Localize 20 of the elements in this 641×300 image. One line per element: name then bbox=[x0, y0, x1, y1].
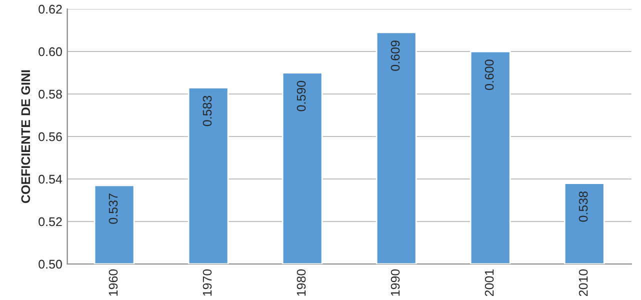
data-label: 0.583 bbox=[202, 96, 212, 126]
data-label: 0.600 bbox=[484, 60, 494, 90]
x-tick-label: 1990 bbox=[390, 269, 400, 296]
y-tick-label: 0.54 bbox=[38, 174, 62, 184]
x-tick-label: 1980 bbox=[296, 269, 306, 296]
data-label: 0.590 bbox=[296, 80, 306, 112]
data-label: 0.538 bbox=[578, 191, 588, 222]
data-label: 0.537 bbox=[108, 194, 118, 224]
y-tick-label: 0.60 bbox=[38, 47, 62, 56]
y-tick-label: 0.58 bbox=[38, 90, 62, 99]
y-tick-label: 0.62 bbox=[38, 4, 62, 14]
x-tick-label: 2010 bbox=[578, 269, 588, 296]
y-axis-title: COEFICIENTE DE GINI bbox=[21, 70, 30, 204]
x-tick-label: 1970 bbox=[202, 269, 212, 296]
y-tick-label: 0.56 bbox=[38, 132, 62, 142]
x-tick-label: 2001 bbox=[484, 269, 494, 296]
data-label: 0.609 bbox=[390, 40, 400, 71]
y-tick-label: 0.50 bbox=[38, 260, 62, 269]
x-tick-label: 1960 bbox=[108, 269, 118, 296]
y-tick-label: 0.52 bbox=[38, 217, 62, 226]
